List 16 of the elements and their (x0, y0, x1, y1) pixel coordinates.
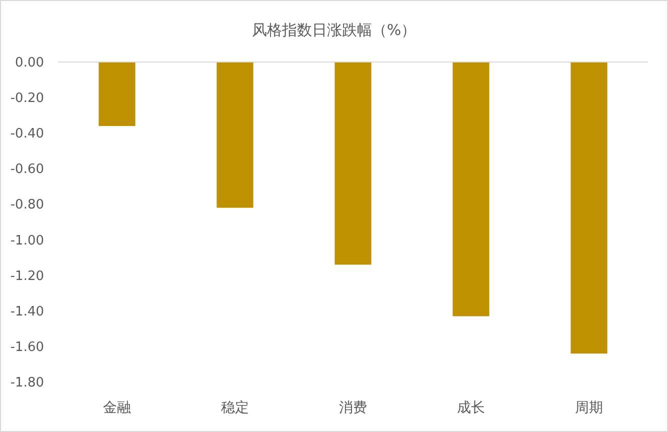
y-tick-label: -1.00 (10, 233, 44, 248)
y-tick-label: -0.80 (10, 198, 44, 213)
y-tick-label: -0.60 (10, 162, 44, 178)
x-tick-label: 稳定 (221, 400, 249, 416)
y-tick-label: -1.20 (10, 268, 44, 284)
x-tick-label: 金融 (103, 400, 131, 416)
y-tick-label: -1.40 (10, 304, 44, 320)
title: 风格指数日涨跌幅（%） (252, 21, 416, 39)
y-tick-label: -1.60 (10, 340, 44, 355)
x-tick-label: 周期 (575, 400, 603, 416)
y-tick-label: -1.80 (10, 376, 44, 390)
y-tick-label: 0.00 (15, 56, 44, 70)
y-tick-label: -0.40 (10, 126, 44, 142)
x-tick-label: 消费 (339, 400, 367, 416)
y-tick-label: -0.20 (10, 91, 44, 106)
x-tick-label: 成长 (457, 400, 485, 416)
